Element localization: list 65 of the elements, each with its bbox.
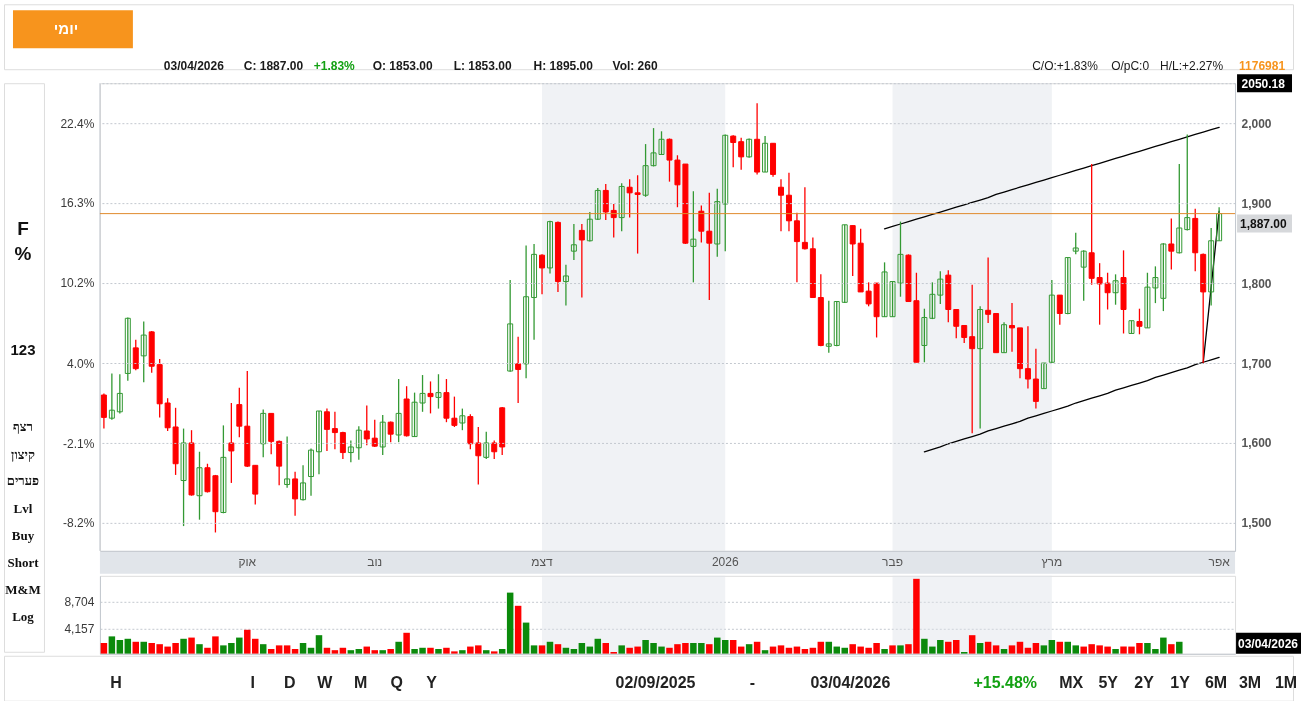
text: H: 1895.00 — [533, 59, 594, 74]
y-tick-label: 1,700 — [1241, 356, 1272, 371]
x-tick-label: נוב — [367, 555, 383, 570]
x-tick-label: מרץ — [1041, 555, 1063, 570]
text: 123 — [10, 341, 36, 358]
text: 02/09/2025 — [615, 673, 696, 691]
text: +1.83% — [313, 59, 356, 74]
text: Short — [7, 554, 40, 570]
text: Log — [12, 608, 35, 624]
y2-tick-label: -8.2% — [63, 516, 95, 531]
y2-tick-label: 22.4% — [60, 116, 95, 131]
text: +15.48% — [973, 673, 1037, 691]
text: 03/04/2026 — [810, 673, 891, 691]
y-tick-label: 1,600 — [1241, 436, 1272, 451]
text: L: 1853.00 — [453, 59, 512, 74]
y-tick-label: 1,900 — [1241, 196, 1272, 211]
text: M&M — [5, 581, 41, 597]
text: I — [250, 673, 256, 691]
text: F — [17, 218, 29, 240]
text: 1176981 — [1239, 59, 1286, 74]
text: רצף — [13, 418, 33, 434]
text: M — [354, 673, 368, 691]
text: פערים — [6, 472, 40, 488]
text: H — [110, 673, 122, 691]
text: Buy — [11, 527, 35, 543]
y2-tick-label: 16.3% — [60, 196, 95, 211]
text: 1M — [1274, 673, 1298, 691]
text: W — [317, 673, 334, 691]
y-tick-label: 8,704 — [64, 595, 95, 610]
text: - — [749, 673, 756, 691]
text: 6M — [1204, 673, 1228, 691]
x-tick-label: דצמ — [531, 555, 554, 570]
text: 5Y — [1098, 673, 1119, 691]
chart-title: יומי — [53, 20, 79, 38]
x-tick-label: פבר — [882, 555, 903, 570]
text: C/O:+1.83% — [1032, 59, 1099, 74]
text: % — [14, 243, 32, 265]
text: 1Y — [1170, 673, 1191, 691]
text: D — [284, 673, 296, 691]
x-tick-label: אפר — [1208, 555, 1231, 570]
y2-tick-label: 4.0% — [67, 357, 95, 371]
text: 3M — [1238, 673, 1262, 691]
text: Lvl — [13, 500, 33, 516]
y-tick-label: 1,800 — [1241, 276, 1272, 291]
y2-tick-label: -2.1% — [63, 436, 95, 451]
text: O: 1853.00 — [372, 59, 434, 74]
text: Vol: 260 — [612, 59, 658, 74]
text: 03/04/2026 — [1238, 636, 1299, 651]
text: O/pC:0 — [1111, 59, 1150, 74]
y2-tick-label: 10.2% — [60, 276, 95, 291]
text: H/L:+2.27% — [1160, 59, 1224, 74]
y-tick-label: 2050.18 — [1241, 76, 1286, 91]
text: Q — [390, 673, 403, 691]
x-tick-label: 2026 — [711, 555, 739, 570]
text: C: 1887.00 — [243, 59, 304, 74]
y-tick-label: 4,157 — [64, 622, 95, 637]
text: קיצון — [11, 446, 35, 462]
text: MX — [1059, 673, 1084, 691]
ref-line-label: 1,887.00 — [1240, 216, 1288, 231]
text: Y — [426, 673, 438, 691]
x-tick-label: אוק — [238, 555, 257, 570]
text: 2Y — [1134, 673, 1155, 691]
text: 03/04/2026 — [163, 59, 225, 74]
y-tick-label: 1,500 — [1241, 516, 1272, 531]
y-tick-label: 2,000 — [1241, 116, 1272, 131]
